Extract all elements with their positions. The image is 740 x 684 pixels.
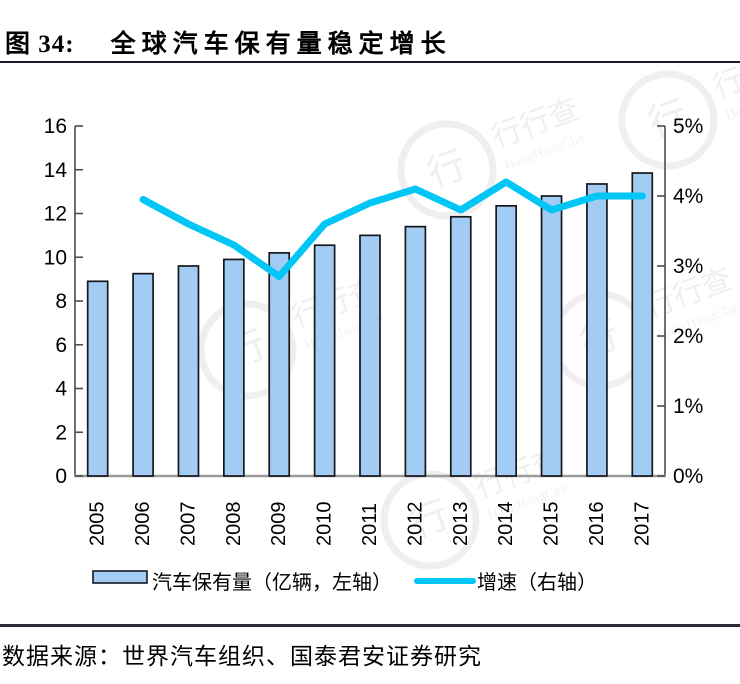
bar-2005 bbox=[86, 280, 109, 477]
x-axis-label: 2014 bbox=[495, 502, 517, 546]
bar-2009 bbox=[268, 252, 291, 477]
bar-2007 bbox=[177, 265, 200, 477]
x-axis-label: 2011 bbox=[359, 503, 381, 546]
right-axis-label: 0% bbox=[673, 465, 703, 488]
figure-label: 图 34: bbox=[5, 31, 75, 58]
legend-bar-label: 汽车保有量（亿辆，左轴） bbox=[152, 571, 392, 594]
x-axis-label: 2013 bbox=[450, 502, 472, 547]
bar-2013 bbox=[449, 215, 472, 477]
right-axis-label: 2% bbox=[673, 325, 703, 348]
x-axis-label: 2009 bbox=[268, 502, 290, 547]
x-axis-label: 2006 bbox=[132, 502, 154, 547]
bar-2008 bbox=[222, 258, 245, 477]
bar-2014 bbox=[495, 204, 518, 477]
x-axis-label: 2015 bbox=[541, 502, 563, 547]
left-axis-label: 6 bbox=[55, 334, 67, 357]
right-axis-label: 1% bbox=[673, 395, 703, 418]
data-source: 数据来源：世界汽车组织、国泰君安证券研究 bbox=[2, 644, 482, 669]
bar-2012 bbox=[404, 225, 427, 477]
left-axis-label: 4 bbox=[55, 378, 67, 401]
legend-bar-swatch bbox=[92, 570, 148, 584]
growth-line bbox=[139, 178, 646, 280]
x-axis-label: 2016 bbox=[586, 502, 608, 547]
left-axis-label: 16 bbox=[44, 115, 67, 138]
right-axis-label: 4% bbox=[673, 185, 703, 208]
title-divider bbox=[0, 61, 740, 63]
x-axis-label: 2012 bbox=[404, 502, 426, 547]
right-axis-label: 5% bbox=[673, 115, 703, 138]
svg-text:行行查: 行行查 bbox=[708, 43, 740, 105]
figure-title: 全球汽车保有量稳定增长 bbox=[110, 31, 452, 58]
bar-2011 bbox=[359, 234, 381, 477]
x-axis-label: 2007 bbox=[177, 502, 199, 547]
x-axis-label: 2010 bbox=[314, 502, 336, 547]
figure-title-row: 图 34: 全球汽车保有量稳定增长 bbox=[5, 24, 452, 60]
bar-2015 bbox=[540, 195, 563, 477]
bar-2017 bbox=[631, 172, 654, 477]
combo-chart: 行行行查HangHangCha行行行查HangHangCha行行行查HangHa… bbox=[44, 43, 740, 594]
x-axis-label: 2017 bbox=[631, 502, 653, 547]
svg-text:行: 行 bbox=[422, 144, 472, 196]
left-axis-label: 8 bbox=[55, 290, 67, 313]
right-axis-label: 3% bbox=[673, 255, 703, 278]
left-axis-label: 0 bbox=[55, 465, 67, 488]
left-axis-label: 14 bbox=[44, 159, 68, 182]
left-axis-label: 2 bbox=[55, 421, 67, 444]
x-axis-label: 2008 bbox=[223, 502, 245, 547]
bar-2010 bbox=[313, 244, 336, 477]
left-axis-label: 12 bbox=[44, 203, 67, 226]
x-axis-label: 2005 bbox=[87, 502, 109, 547]
bar-2006 bbox=[132, 272, 154, 477]
left-axis-label: 10 bbox=[44, 246, 67, 269]
bar-2016 bbox=[586, 183, 608, 477]
legend-line-label: 增速（右轴） bbox=[477, 571, 597, 594]
footer-divider bbox=[0, 624, 740, 627]
